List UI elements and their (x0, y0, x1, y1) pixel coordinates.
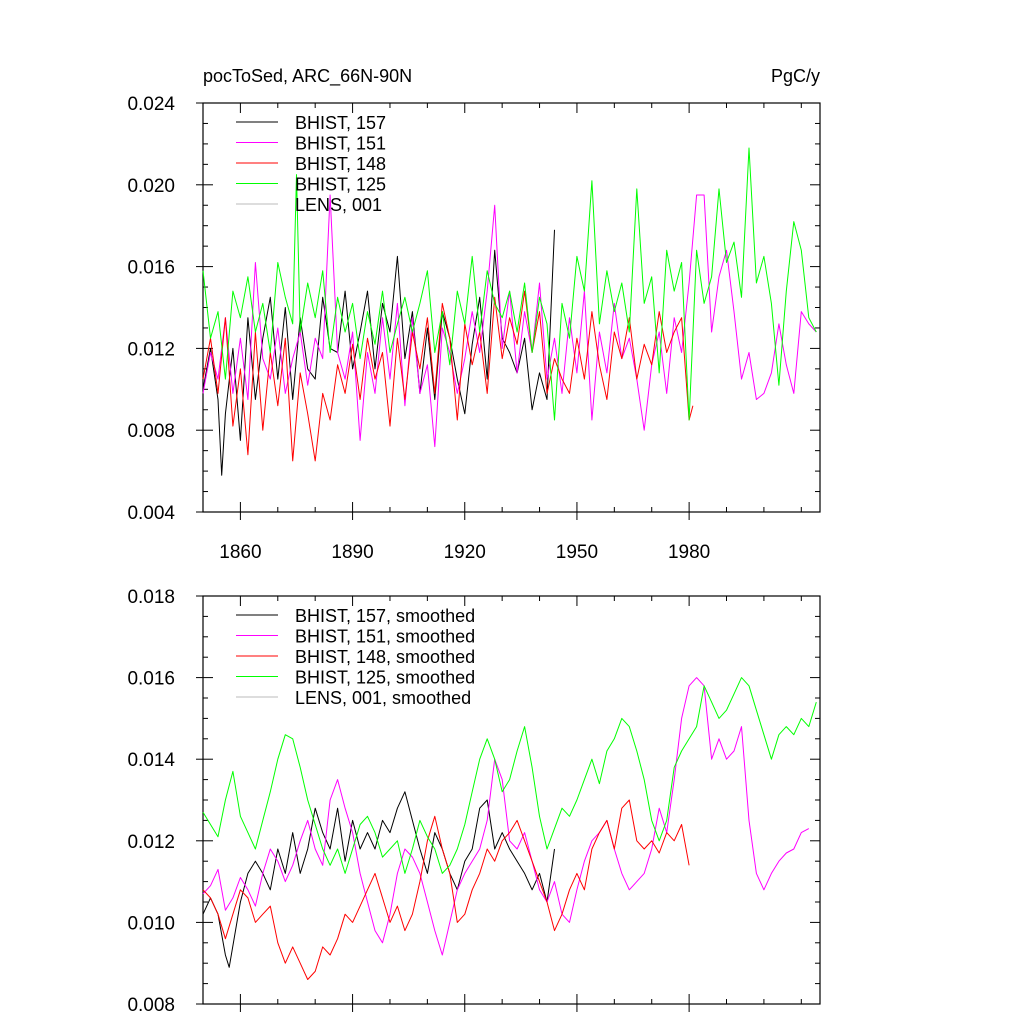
top-xtick-label: 1890 (331, 542, 373, 563)
bottom-ytick-label: 0.008 (127, 995, 175, 1016)
top-panel: 0.004 0.008 0.012 0.016 0.020 0.024 1860 1890 19… (127, 94, 821, 563)
bottom-ytick-label: 0.014 (127, 750, 175, 771)
bottom-series-line-2 (202, 799, 690, 980)
top-ytick-label: 0.004 (127, 503, 175, 524)
bottom-legend-label: LENS, 001, smoothed (295, 688, 471, 708)
top-series-line-0 (202, 229, 555, 476)
top-ytick-label: 0.020 (127, 176, 175, 197)
top-ytick-label: 0.016 (127, 258, 175, 279)
bottom-panel: 0.008 0.010 0.012 0.014 0.016 0.018 BHIST, 157… (127, 587, 821, 1016)
bottom-legend-label: BHIST, 157, smoothed (295, 606, 475, 626)
bottom-ytick-label: 0.010 (127, 913, 175, 934)
top-ytick-label: 0.008 (127, 421, 175, 442)
top-legend-label: BHIST, 125 (295, 175, 386, 195)
bottom-series-line-0 (202, 791, 555, 968)
top-series-line-3 (202, 147, 817, 421)
bottom-legend-label: BHIST, 148, smoothed (295, 647, 475, 667)
top-chart-units: PgC/y (771, 66, 820, 86)
top-chart-title: pocToSed, ARC_66N-90N (203, 66, 412, 87)
top-xtick-label: 1860 (219, 542, 261, 563)
top-legend-label: BHIST, 151 (295, 134, 386, 154)
bottom-series-line-1 (202, 677, 810, 956)
bottom-ytick-label: 0.018 (127, 587, 175, 608)
top-legend-label: LENS, 001 (295, 195, 382, 215)
top-ytick-label: 0.024 (127, 94, 175, 115)
top-legend-label: BHIST, 148 (295, 154, 386, 174)
top-xtick-label: 1920 (444, 542, 486, 563)
bottom-legend-label: BHIST, 151, smoothed (295, 627, 475, 647)
bottom-ytick-label: 0.016 (127, 669, 175, 690)
top-xtick-label: 1980 (668, 542, 710, 563)
bottom-series-line-3 (202, 677, 817, 874)
top-xtick-label: 1950 (556, 542, 598, 563)
top-ytick-label: 0.012 (127, 339, 175, 360)
bottom-ytick-label: 0.012 (127, 832, 175, 853)
bottom-legend-label: BHIST, 125, smoothed (295, 668, 475, 688)
top-series-line-2 (202, 290, 694, 462)
top-legend-label: BHIST, 157 (295, 113, 386, 133)
